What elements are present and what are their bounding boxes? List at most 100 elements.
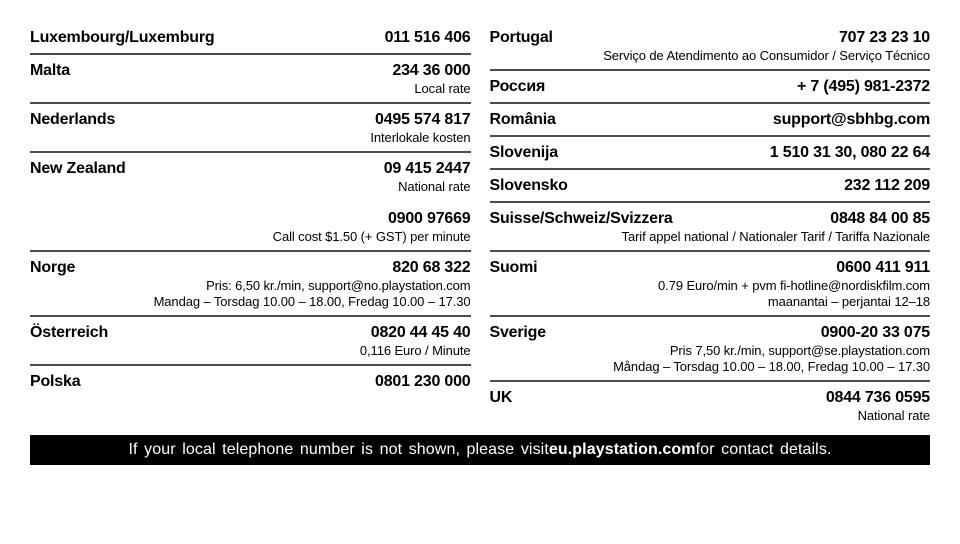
- contact-detail: 0,116 Euro / Minute: [359, 343, 471, 358]
- contact-main-row: Suisse/Schweiz/Svizzera 0848 84 00 85: [490, 209, 931, 229]
- contact-entry-new-zealand: New Zealand 09 415 2447 National rate 0900 …: [30, 153, 471, 252]
- contact-detail: Pris 7,50 kr./min, support@se.playstatio…: [669, 343, 930, 358]
- contact-detail: Serviço de Atendimento ao Consumidor / S…: [603, 48, 930, 63]
- contact-block: România support@sbhbg.com: [490, 110, 931, 130]
- contact-block: Nederlands 0495 574 817 Interlokale kosten: [30, 110, 471, 146]
- contact-value: 0900-20 33 075: [820, 324, 931, 341]
- contact-detail: Pris: 6,50 kr./min, support@no.playstati…: [206, 278, 471, 293]
- contact-value: 0900 97669: [387, 210, 471, 227]
- contact-value: 0495 574 817: [375, 111, 471, 128]
- contact-value: 707 23 23 10: [838, 29, 930, 46]
- country-name: Slovenija: [489, 144, 559, 161]
- contact-detail: 0.79 Euro/min + pvm fi-hotline@nordiskfi…: [658, 278, 930, 293]
- contact-entry-malta: Malta 234 36 000 Local rate: [30, 55, 471, 104]
- contact-main-row: Россия + 7 (495) 981-2372: [490, 77, 931, 97]
- contact-entry-oesterreich: Österreich 0820 44 45 40 0,116 Euro / Minu…: [30, 317, 471, 366]
- contact-entry-sverige: Sverige 0900-20 33 075 Pris 7,50 kr./min, …: [489, 317, 931, 382]
- contact-block: Suisse/Schweiz/Svizzera 0848 84 00 85 Tari…: [490, 209, 931, 245]
- contact-columns: Luxembourg/Luxemburg 011 516 406 Malta 234 …: [30, 26, 930, 429]
- contact-value: 0844 736 0595: [825, 389, 930, 406]
- contact-value: support@sbhbg.com: [772, 111, 930, 128]
- contact-value: 09 415 2447: [383, 160, 471, 177]
- contact-entry-suomi: Suomi 0600 411 911 0.79 Euro/min + pvm fi-…: [489, 252, 931, 317]
- contact-block: Россия + 7 (495) 981-2372: [490, 77, 931, 97]
- country-name: Suisse/Schweiz/Svizzera: [489, 210, 673, 227]
- contact-value: 0801 230 000: [375, 373, 471, 390]
- contact-entry-slovenija: Slovenija 1 510 31 30, 080 22 64: [489, 137, 931, 170]
- contact-entry-uk: UK 0844 736 0595 National rate: [490, 382, 931, 429]
- contact-main-row: New Zealand 09 415 2447: [30, 159, 471, 179]
- contact-entry-suisse: Suisse/Schweiz/Svizzera 0848 84 00 85 Tari…: [489, 203, 931, 252]
- country-name: Norge: [30, 259, 76, 276]
- contact-entry-nederlands: Nederlands 0495 574 817 Interlokale kosten: [30, 104, 471, 153]
- contact-block: UK 0844 736 0595 National rate: [490, 388, 931, 424]
- contact-block: New Zealand 09 415 2447 National rate: [30, 159, 471, 195]
- contact-detail: Local rate: [414, 81, 471, 96]
- contact-value: 0820 44 45 40: [370, 324, 471, 341]
- contact-value: + 7 (495) 981-2372: [797, 78, 930, 95]
- country-name: Polska: [30, 373, 81, 390]
- contact-detail: National rate: [857, 408, 931, 423]
- contact-detail: Interlokale kosten: [370, 130, 471, 145]
- contact-main-row: Sverige 0900-20 33 075: [490, 323, 931, 343]
- country-name: Österreich: [30, 324, 109, 341]
- contact-main-row: Luxembourg/Luxemburg 011 516 406: [30, 28, 471, 48]
- contact-main-row: Norge 820 68 322: [30, 258, 471, 278]
- contact-block: Norge 820 68 322 Pris: 6,50 kr./min, suppo…: [30, 258, 471, 310]
- footer-website: eu.playstation.com: [548, 441, 696, 458]
- contact-entry-portugal: Portugal 707 23 23 10 Serviço de Atendimen…: [489, 26, 931, 71]
- contact-entry-romania: România support@sbhbg.com: [489, 104, 931, 137]
- contact-column-right: Portugal 707 23 23 10 Serviço de Atendimen…: [489, 26, 931, 429]
- contact-block: Slovensko 232 112 209: [490, 176, 931, 196]
- contact-block: 0900 97669 Call cost $1.50 (+ GST) per mi…: [30, 209, 471, 245]
- contact-detail: Tarif appel national / Nationaler Tarif …: [621, 229, 931, 244]
- contact-entry-slovensko: Slovensko 232 112 209: [489, 170, 931, 203]
- contact-detail: National rate: [398, 179, 471, 194]
- footer-banner: If your local telephone number is not sh…: [30, 435, 930, 465]
- contact-block: Suomi 0600 411 911 0.79 Euro/min + pvm fi-…: [490, 258, 931, 310]
- footer-text-before: If your local telephone number is not sh…: [128, 441, 549, 458]
- contact-entry-polska: Polska 0801 230 000: [30, 366, 471, 397]
- contact-entry-luxembourg: Luxembourg/Luxemburg 011 516 406: [30, 26, 471, 55]
- contact-block: Slovenija 1 510 31 30, 080 22 64: [490, 143, 931, 163]
- contact-value: 0848 84 00 85: [830, 210, 930, 227]
- contact-block: Österreich 0820 44 45 40 0,116 Euro / Minu…: [30, 323, 471, 359]
- country-name: Luxembourg/Luxemburg: [30, 29, 215, 46]
- contact-detail: Mandag – Torsdag 10.00 – 18.00, Fredag 1…: [153, 294, 471, 309]
- contact-main-row: Suomi 0600 411 911: [490, 258, 931, 278]
- contact-main-row: Malta 234 36 000: [30, 61, 471, 81]
- country-name: Nederlands: [30, 111, 116, 128]
- country-name: Россия: [489, 78, 546, 95]
- contact-value: 1 510 31 30, 080 22 64: [769, 144, 930, 161]
- contact-block: Polska 0801 230 000: [30, 372, 471, 392]
- contact-detail: maanantai – perjantai 12–18: [767, 294, 930, 309]
- contact-detail: Call cost $1.50 (+ GST) per minute: [272, 229, 471, 244]
- contact-value: 820 68 322: [392, 259, 471, 276]
- contact-main-row: Polska 0801 230 000: [30, 372, 471, 392]
- contact-entry-rossiya: Россия + 7 (495) 981-2372: [489, 71, 931, 104]
- contact-main-row: România support@sbhbg.com: [490, 110, 931, 130]
- footer-text-after: for contact details.: [695, 441, 832, 458]
- country-name: Malta: [30, 62, 70, 79]
- contact-block: Malta 234 36 000 Local rate: [30, 61, 471, 97]
- contact-main-row: Portugal 707 23 23 10: [490, 28, 931, 48]
- contact-value: 234 36 000: [392, 62, 471, 79]
- contact-main-row: 0900 97669: [30, 209, 471, 229]
- country-name: Slovensko: [489, 177, 568, 194]
- contact-main-row: UK 0844 736 0595: [490, 388, 931, 408]
- country-name: New Zealand: [30, 160, 126, 177]
- contact-value: 011 516 406: [384, 29, 471, 46]
- contact-main-row: Nederlands 0495 574 817: [30, 110, 471, 130]
- country-name: România: [489, 111, 556, 128]
- contact-entry-norge: Norge 820 68 322 Pris: 6,50 kr./min, suppo…: [30, 252, 471, 317]
- contact-value: 232 112 209: [844, 177, 930, 194]
- contact-column-left: Luxembourg/Luxemburg 011 516 406 Malta 234 …: [30, 26, 471, 429]
- contact-block: Sverige 0900-20 33 075 Pris 7,50 kr./min, …: [490, 323, 931, 375]
- contact-value: 0600 411 911: [836, 259, 930, 276]
- country-name: UK: [489, 389, 513, 406]
- contact-block: Portugal 707 23 23 10 Serviço de Atendimen…: [490, 28, 931, 64]
- country-name: Sverige: [489, 324, 547, 341]
- contact-main-row: Slovensko 232 112 209: [490, 176, 931, 196]
- contact-main-row: Österreich 0820 44 45 40: [30, 323, 471, 343]
